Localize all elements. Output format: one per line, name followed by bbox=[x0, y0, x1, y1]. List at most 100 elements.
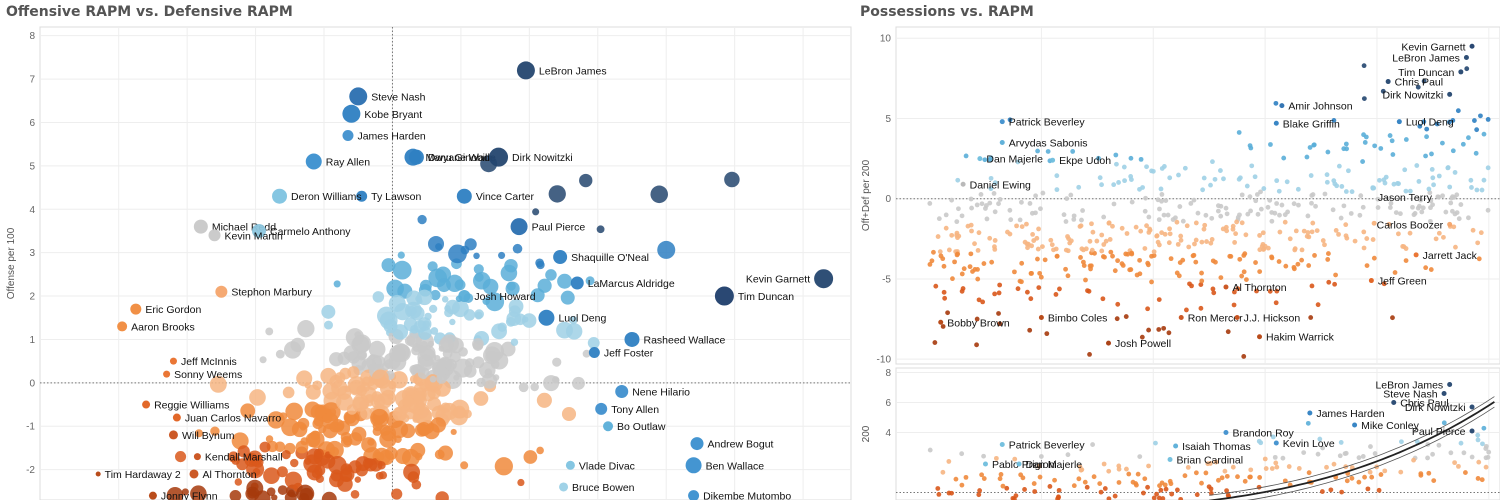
point-label-ray-allen: Ray Allen bbox=[326, 157, 371, 169]
player-point bbox=[1401, 244, 1407, 250]
player-point bbox=[1096, 155, 1101, 161]
data-point-blake-griffin bbox=[1273, 120, 1279, 126]
player-point bbox=[1195, 210, 1201, 216]
player-point bbox=[1156, 242, 1162, 248]
player-point bbox=[1099, 248, 1105, 254]
player-point bbox=[1336, 231, 1341, 237]
player-point bbox=[1428, 198, 1434, 204]
player-point bbox=[1309, 200, 1314, 206]
point-label-chris-paul: Chris Paul bbox=[1395, 77, 1443, 89]
point-label-al-thornton: Al Thornton bbox=[1232, 282, 1286, 294]
player-point bbox=[1027, 201, 1033, 206]
data-point-bimbo-coles bbox=[1038, 314, 1044, 320]
point-label-luol-deng: Luol Deng bbox=[558, 313, 606, 325]
player-point bbox=[1369, 474, 1375, 480]
player-point bbox=[1019, 199, 1024, 205]
player-point bbox=[1167, 175, 1173, 181]
player-point bbox=[1151, 249, 1157, 255]
player-point bbox=[1192, 241, 1197, 247]
player-point bbox=[596, 225, 605, 234]
player-point bbox=[1343, 222, 1349, 228]
player-point bbox=[1332, 181, 1338, 187]
point-label-bobby-brown: Bobby Brown bbox=[947, 317, 1010, 329]
player-point bbox=[1116, 180, 1121, 185]
player-point bbox=[372, 291, 385, 303]
player-point bbox=[1420, 205, 1426, 211]
player-point bbox=[1101, 214, 1107, 220]
player-point bbox=[1087, 238, 1093, 244]
player-point bbox=[291, 421, 308, 438]
data-point-pablo-prigioni bbox=[982, 461, 988, 467]
point-label-brandon-roy: Brandon Roy bbox=[1232, 428, 1294, 440]
player-point bbox=[1429, 151, 1434, 157]
player-point bbox=[1231, 302, 1237, 308]
point-label-james-harden: James Harden bbox=[1316, 408, 1384, 420]
player-point bbox=[1339, 184, 1345, 189]
player-point bbox=[927, 447, 933, 453]
player-point bbox=[1067, 240, 1073, 246]
player-point bbox=[1425, 455, 1430, 461]
player-point bbox=[166, 487, 184, 500]
player-point bbox=[1063, 266, 1068, 272]
data-point-aaron-brooks bbox=[117, 321, 128, 332]
player-point bbox=[1065, 234, 1070, 239]
player-point bbox=[974, 342, 979, 348]
point-label-lebron-james: LeBron James bbox=[1392, 52, 1460, 64]
point-label-kevin-garnett: Kevin Garnett bbox=[746, 274, 810, 286]
player-point bbox=[1403, 137, 1409, 142]
player-point bbox=[974, 202, 980, 208]
player-point bbox=[1042, 257, 1048, 263]
player-point bbox=[977, 488, 983, 493]
player-point bbox=[1456, 216, 1462, 222]
player-point bbox=[1375, 205, 1381, 210]
player-point bbox=[1015, 286, 1021, 292]
data-point-nene-hilario bbox=[615, 385, 629, 399]
player-point bbox=[1115, 258, 1121, 264]
point-label-luol-deng: Luol Deng bbox=[1406, 117, 1454, 129]
player-point bbox=[1040, 244, 1045, 250]
player-point bbox=[1031, 238, 1037, 243]
player-point bbox=[1341, 146, 1347, 152]
player-point bbox=[1247, 143, 1253, 149]
data-point-carmelo-anthony bbox=[252, 223, 267, 238]
player-point bbox=[1308, 173, 1314, 178]
player-point bbox=[996, 290, 1002, 296]
player-point bbox=[1392, 270, 1398, 275]
player-point bbox=[963, 153, 969, 159]
point-label-andrew-bogut: Andrew Bogut bbox=[708, 439, 774, 451]
player-point bbox=[1012, 456, 1018, 462]
player-point bbox=[938, 253, 944, 259]
player-point bbox=[460, 461, 469, 470]
player-point bbox=[1287, 236, 1293, 242]
data-point-jarrett-jack bbox=[1413, 252, 1419, 258]
y-tick-label: 4 bbox=[885, 428, 891, 439]
player-point bbox=[974, 316, 980, 322]
player-point bbox=[552, 357, 562, 367]
player-point bbox=[473, 391, 489, 406]
player-point bbox=[1154, 491, 1159, 497]
player-point bbox=[1472, 118, 1477, 123]
data-point-j-j-hickson bbox=[1234, 314, 1240, 320]
player-point bbox=[1234, 219, 1240, 225]
player-point bbox=[1107, 237, 1113, 242]
point-label-sonny-weems: Sonny Weems bbox=[174, 369, 242, 381]
player-point bbox=[1035, 148, 1041, 154]
point-label-vince-carter: Vince Carter bbox=[476, 191, 535, 203]
player-point bbox=[1138, 228, 1144, 234]
player-point bbox=[1142, 208, 1148, 214]
player-point bbox=[1065, 273, 1071, 279]
player-point bbox=[959, 271, 965, 277]
player-point bbox=[448, 244, 467, 264]
player-point bbox=[1436, 442, 1442, 448]
player-point bbox=[1360, 159, 1366, 164]
y-tick-label: -1 bbox=[26, 422, 35, 433]
player-point bbox=[299, 487, 314, 500]
player-point bbox=[1077, 464, 1083, 470]
y-tick-label: 0 bbox=[29, 378, 35, 389]
data-point-ray-allen bbox=[305, 153, 322, 170]
player-point bbox=[259, 441, 271, 453]
player-point bbox=[1255, 211, 1261, 217]
data-point-dikembe-mutombo bbox=[688, 490, 700, 500]
player-point bbox=[1361, 245, 1367, 251]
player-point bbox=[360, 407, 373, 420]
